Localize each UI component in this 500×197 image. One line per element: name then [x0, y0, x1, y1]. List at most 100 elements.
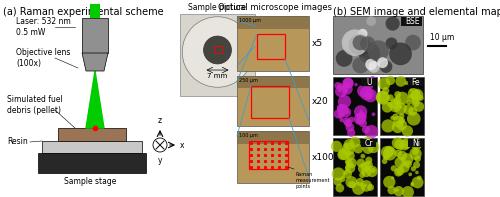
Circle shape [338, 149, 348, 160]
Bar [82, 18, 108, 53]
Circle shape [386, 76, 395, 85]
Circle shape [404, 105, 413, 115]
Circle shape [344, 139, 354, 150]
Polygon shape [86, 71, 104, 128]
Circle shape [404, 81, 408, 85]
Circle shape [382, 87, 390, 94]
Circle shape [354, 105, 368, 118]
Circle shape [348, 181, 356, 188]
Circle shape [404, 160, 412, 168]
Circle shape [358, 43, 380, 64]
Bar [361, 139, 376, 147]
Bar [42, 141, 142, 153]
Circle shape [392, 116, 404, 127]
Circle shape [365, 59, 377, 70]
Bar [408, 78, 423, 86]
Circle shape [387, 102, 392, 107]
Circle shape [408, 107, 418, 116]
Circle shape [368, 40, 389, 61]
Circle shape [344, 171, 348, 175]
Circle shape [391, 176, 394, 180]
Circle shape [356, 112, 367, 122]
Circle shape [346, 158, 357, 168]
Circle shape [392, 121, 404, 133]
Circle shape [356, 117, 362, 124]
Circle shape [377, 57, 388, 68]
Circle shape [343, 169, 352, 178]
Circle shape [411, 89, 424, 101]
Circle shape [362, 167, 372, 177]
Text: x5: x5 [312, 38, 323, 47]
Circle shape [398, 117, 405, 124]
Circle shape [381, 146, 393, 158]
Circle shape [365, 157, 372, 164]
Circle shape [182, 17, 253, 87]
Text: (b) SEM image and elemental mapping: (b) SEM image and elemental mapping [333, 7, 500, 17]
Circle shape [360, 87, 374, 100]
Circle shape [356, 159, 365, 167]
Circle shape [366, 93, 372, 98]
Circle shape [399, 140, 410, 151]
Circle shape [332, 167, 345, 181]
Text: (a) Raman experimental scheme: (a) Raman experimental scheme [3, 7, 164, 17]
Circle shape [364, 184, 367, 187]
Circle shape [417, 90, 420, 94]
Text: BSE: BSE [405, 17, 419, 26]
Circle shape [354, 144, 363, 153]
Circle shape [345, 163, 356, 173]
Circle shape [362, 126, 370, 133]
Circle shape [362, 137, 373, 147]
Circle shape [358, 163, 368, 174]
Circle shape [411, 90, 421, 100]
Circle shape [394, 186, 404, 196]
Text: Optical microscope images: Optical microscope images [218, 3, 332, 12]
Circle shape [370, 168, 376, 173]
Circle shape [415, 171, 418, 174]
Bar [237, 16, 309, 29]
Circle shape [342, 29, 368, 56]
Circle shape [346, 111, 349, 114]
Circle shape [204, 36, 232, 64]
Circle shape [368, 141, 380, 153]
Circle shape [394, 168, 402, 177]
Circle shape [382, 119, 394, 133]
Circle shape [408, 88, 419, 99]
Circle shape [354, 113, 366, 125]
Circle shape [382, 156, 386, 160]
Bar [380, 77, 424, 135]
Text: Objective lens
(100x): Objective lens (100x) [16, 48, 70, 68]
Circle shape [364, 89, 378, 102]
Circle shape [368, 184, 374, 191]
Circle shape [364, 161, 373, 169]
Circle shape [400, 105, 402, 109]
Circle shape [382, 159, 388, 164]
Circle shape [390, 165, 397, 171]
Circle shape [398, 151, 407, 161]
Text: Raman
measurement
points: Raman measurement points [296, 172, 330, 189]
Circle shape [383, 176, 396, 188]
Circle shape [331, 141, 342, 152]
Circle shape [352, 182, 365, 195]
Bar [361, 78, 376, 86]
Polygon shape [82, 53, 108, 71]
Circle shape [354, 83, 358, 86]
Circle shape [348, 117, 354, 123]
Circle shape [346, 176, 358, 188]
Circle shape [340, 176, 345, 182]
Circle shape [368, 84, 373, 89]
Circle shape [412, 177, 424, 188]
Circle shape [359, 172, 365, 178]
Circle shape [396, 167, 404, 176]
Circle shape [376, 91, 388, 104]
Circle shape [357, 85, 370, 97]
Circle shape [360, 110, 362, 113]
Circle shape [347, 129, 356, 137]
Circle shape [342, 94, 345, 97]
Circle shape [360, 154, 365, 159]
Circle shape [380, 60, 392, 73]
Circle shape [336, 184, 344, 192]
Circle shape [400, 163, 409, 173]
Circle shape [337, 104, 344, 111]
Circle shape [370, 76, 376, 83]
Circle shape [408, 94, 414, 101]
